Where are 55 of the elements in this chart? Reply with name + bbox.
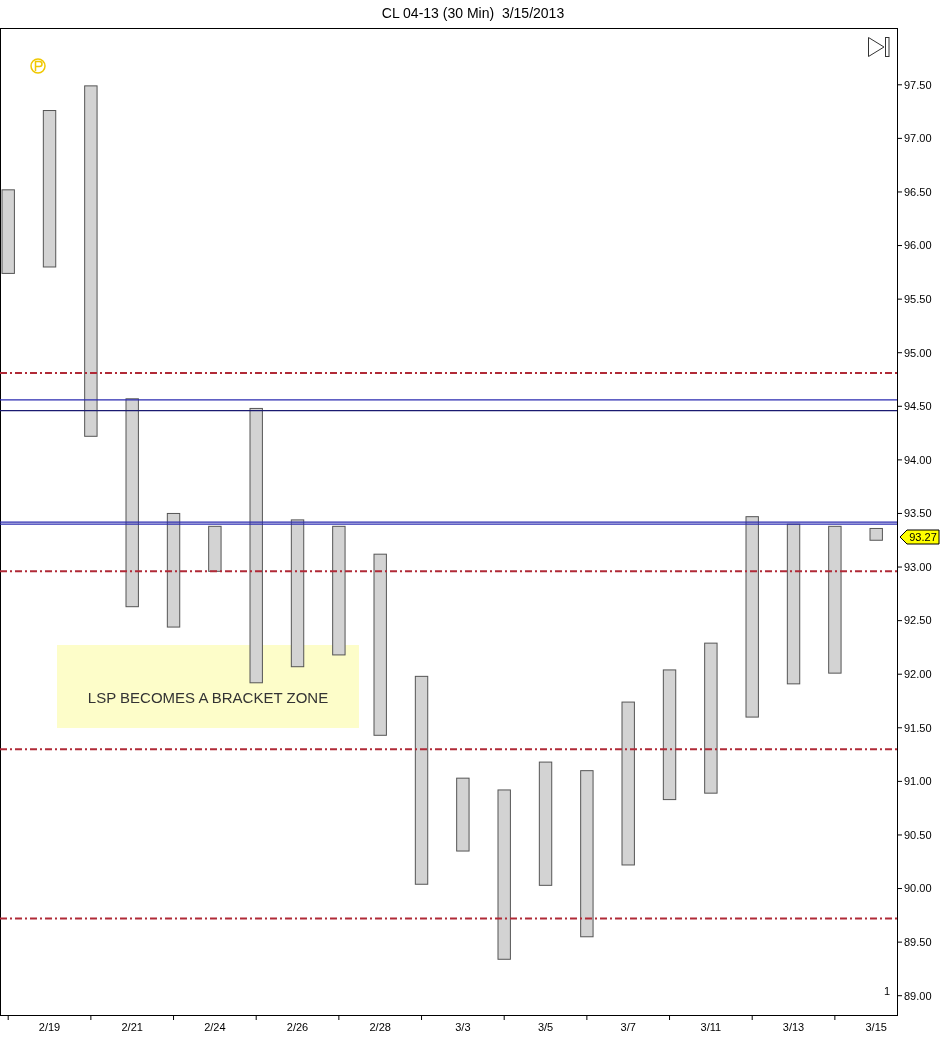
x-tick-label: 2/26 bbox=[286, 1021, 309, 1033]
y-tick-label: 95.00 bbox=[904, 346, 932, 359]
y-tick-label: 95.50 bbox=[904, 292, 932, 305]
x-tick-label: 2/24 bbox=[204, 1021, 226, 1033]
bar bbox=[456, 777, 470, 852]
y-tick-label: 94.50 bbox=[904, 400, 932, 413]
text: 93.27 bbox=[909, 530, 937, 543]
y-tick-label: 92.00 bbox=[904, 668, 932, 681]
y-tick-label: 90.50 bbox=[904, 828, 932, 841]
annotation: 1 bbox=[883, 985, 891, 997]
bar bbox=[621, 701, 635, 866]
bar bbox=[290, 519, 305, 668]
chart-title: CL 04-13 (30 Min) 3/15/2013 bbox=[381, 5, 565, 21]
x-tick-label: 2/21 bbox=[121, 1021, 143, 1033]
bar bbox=[828, 525, 842, 674]
y-tick-label: 91.50 bbox=[904, 721, 932, 734]
y-tick-label: 89.00 bbox=[904, 989, 932, 1002]
y-tick-label: 97.00 bbox=[904, 132, 932, 145]
bar bbox=[580, 770, 594, 938]
y-tick-label: 90.00 bbox=[904, 882, 932, 895]
y-tick-label: 91.00 bbox=[904, 775, 932, 788]
bar bbox=[786, 523, 801, 685]
x-tick-label: 3/13 bbox=[782, 1021, 805, 1033]
bar bbox=[1, 189, 15, 274]
bar bbox=[704, 642, 718, 794]
y-tick-label: 92.50 bbox=[904, 614, 932, 627]
bar bbox=[332, 525, 346, 656]
x-tick-label: 3/3 bbox=[455, 1021, 471, 1033]
annotation: LSP BECOMES A BRACKET ZONE bbox=[87, 689, 329, 706]
x-tick-label: 2/28 bbox=[369, 1021, 391, 1033]
x-tick-label: 3/11 bbox=[700, 1021, 722, 1033]
bar bbox=[166, 512, 181, 628]
bar bbox=[869, 527, 883, 541]
x-tick-label: 3/15 bbox=[865, 1021, 887, 1033]
y-tick-label: 89.50 bbox=[904, 935, 932, 948]
bar bbox=[249, 407, 263, 684]
x-tick-label: 3/5 bbox=[537, 1021, 554, 1033]
y-tick-label: 96.00 bbox=[904, 239, 932, 252]
bar bbox=[42, 110, 57, 268]
x-tick-label: 3/7 bbox=[620, 1021, 636, 1033]
bar bbox=[538, 761, 553, 886]
y-tick-label: 93.50 bbox=[904, 507, 932, 520]
bar bbox=[745, 516, 759, 718]
bar bbox=[414, 675, 429, 885]
y-tick-label: 94.00 bbox=[904, 453, 932, 466]
y-tick-label: 96.50 bbox=[904, 185, 932, 198]
bar bbox=[662, 669, 677, 801]
bar bbox=[84, 85, 98, 437]
bar bbox=[208, 525, 222, 572]
x-tick-label: 2/19 bbox=[38, 1021, 61, 1033]
bar bbox=[125, 398, 139, 608]
bar bbox=[497, 789, 511, 960]
bar bbox=[373, 553, 387, 736]
y-tick-label: 97.50 bbox=[904, 78, 932, 91]
y-tick-label: 93.00 bbox=[904, 560, 932, 573]
